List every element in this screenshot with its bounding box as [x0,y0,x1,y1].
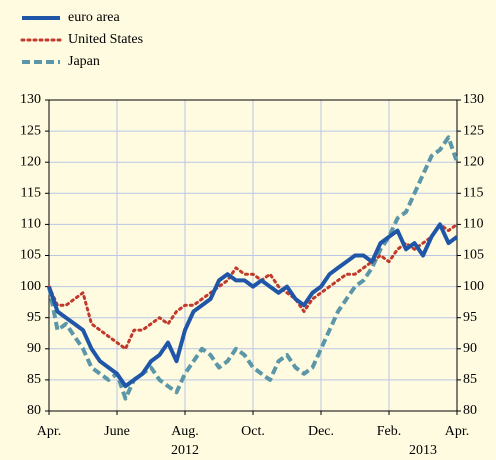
y-tick-label: 80 [27,403,41,418]
y2-tick-label: 100 [463,279,484,294]
x-year-label: 2012 [171,443,199,458]
x-tick-label: Oct. [241,424,265,439]
y-tick-label: 115 [21,186,41,201]
x-tick-label: Apr. [37,424,62,439]
y-tick-label: 105 [20,248,41,263]
y-tick-label: 125 [20,123,41,138]
x-tick-label: Dec. [308,424,334,439]
series-line [47,222,459,389]
legend-label: euro area [68,10,120,25]
y2-tick-label: 120 [463,154,484,169]
x-tick-label: June [104,424,130,439]
y-tick-label: 90 [27,341,41,356]
legend-label: United States [68,32,143,47]
series-line [47,222,459,351]
x-tick-label: Aug. [171,424,199,439]
legend-label: Japan [68,54,100,69]
y2-tick-label: 125 [463,123,484,138]
y2-tick-label: 105 [463,248,484,263]
y2-tick-label: 110 [463,217,483,232]
y-tick-label: 130 [20,92,41,107]
x-year-label: 2013 [409,443,437,458]
y2-tick-label: 115 [463,186,483,201]
y-tick-label: 110 [21,217,41,232]
y2-tick-label: 80 [463,403,477,418]
y-tick-label: 95 [27,310,41,325]
plot-frame [48,99,458,412]
y2-tick-label: 95 [463,310,477,325]
y-tick-label: 120 [20,154,41,169]
y2-tick-label: 90 [463,341,477,356]
y2-tick-label: 85 [463,372,477,387]
x-tick-label: Feb. [377,424,402,439]
x-tick-label: Apr. [445,424,470,439]
y2-tick-label: 130 [463,92,484,107]
y-tick-label: 85 [27,372,41,387]
y-tick-label: 100 [20,279,41,294]
